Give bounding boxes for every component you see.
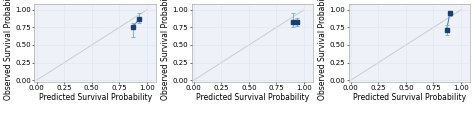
Y-axis label: Observed Survival Probability: Observed Survival Probability — [161, 0, 170, 100]
X-axis label: Predicted Survival Probability: Predicted Survival Probability — [353, 93, 466, 102]
X-axis label: Predicted Survival Probability: Predicted Survival Probability — [196, 93, 309, 102]
Y-axis label: Observed Survival Probability: Observed Survival Probability — [319, 0, 328, 100]
X-axis label: Predicted Survival Probability: Predicted Survival Probability — [38, 93, 152, 102]
Y-axis label: Observed Survival Probability: Observed Survival Probability — [4, 0, 13, 100]
